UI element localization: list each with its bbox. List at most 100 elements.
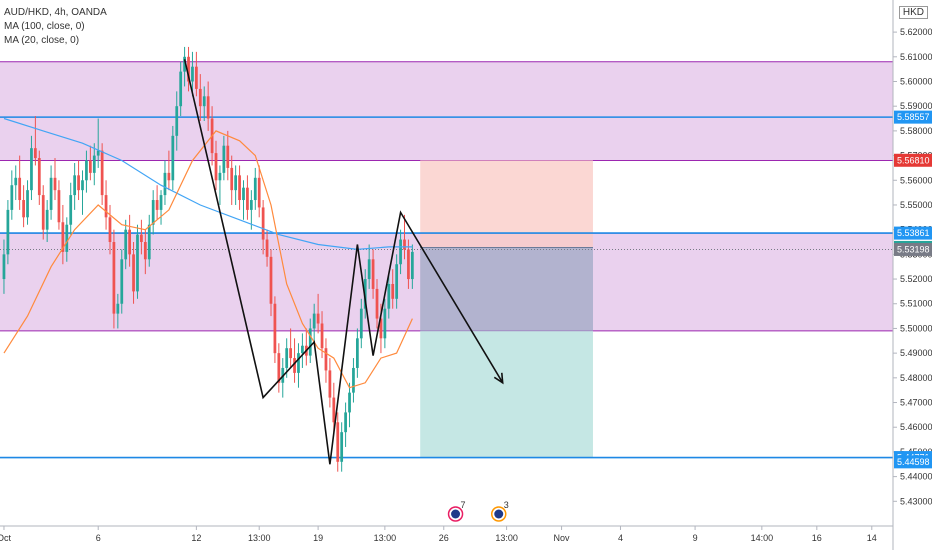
- candle: [293, 338, 296, 383]
- candle-body: [269, 256, 273, 304]
- candle: [301, 333, 304, 368]
- candle-body: [273, 303, 277, 354]
- x-tick-label: Oct: [0, 533, 11, 543]
- candle-body: [147, 224, 151, 260]
- price-tag-bg: [894, 226, 932, 240]
- candle-body: [202, 96, 206, 107]
- candle: [328, 358, 332, 408]
- candle-body: [277, 353, 281, 383]
- y-tick-label: 5.43000: [900, 496, 932, 506]
- candle-body: [312, 313, 316, 329]
- candle: [2, 239, 6, 294]
- candle: [395, 254, 399, 309]
- ma20-legend: MA (20, close, 0): [4, 35, 80, 46]
- candle: [391, 269, 395, 309]
- candle-body: [163, 172, 167, 196]
- x-tick-label: 16: [812, 533, 822, 543]
- candle: [340, 422, 344, 472]
- candle: [41, 185, 45, 240]
- candle-body: [155, 200, 159, 210]
- candle: [324, 338, 328, 383]
- candle-body: [403, 239, 406, 250]
- candle-body: [198, 88, 202, 107]
- candle: [359, 298, 363, 349]
- candle-body: [104, 195, 108, 218]
- candle: [163, 160, 167, 205]
- candle: [10, 170, 14, 220]
- x-tick-label: 14:00: [751, 533, 774, 543]
- candle: [45, 200, 49, 243]
- candle-body: [53, 177, 57, 191]
- candle-body: [191, 66, 194, 82]
- candle: [399, 229, 402, 275]
- candle-body: [49, 177, 53, 210]
- candle-body: [226, 145, 230, 168]
- candle: [61, 204, 65, 265]
- candle: [112, 229, 116, 329]
- y-tick-label: 5.46000: [900, 422, 932, 432]
- y-tick-label: 5.44000: [900, 472, 932, 482]
- candle: [289, 328, 292, 368]
- candle: [18, 155, 22, 210]
- y-tick-label: 5.55000: [900, 200, 932, 210]
- candle-body: [2, 254, 6, 280]
- candle-body: [316, 313, 320, 324]
- candle: [304, 328, 308, 366]
- candle-body: [167, 172, 171, 181]
- candle-body: [69, 195, 73, 225]
- price-tag-bg: [894, 110, 932, 124]
- candle-body: [100, 150, 104, 196]
- candle-body: [261, 207, 265, 240]
- candle-body: [399, 239, 402, 265]
- candle: [407, 239, 410, 289]
- ma100-legend: MA (100, close, 0): [4, 21, 85, 32]
- candle-body: [308, 328, 312, 356]
- price-tag-label: 5.44598: [897, 457, 930, 467]
- candle-body: [92, 155, 96, 173]
- candle-body: [88, 160, 92, 173]
- candle: [257, 165, 261, 218]
- candle-body: [73, 175, 77, 196]
- candle-body: [253, 177, 257, 201]
- candle: [151, 190, 155, 235]
- y-tick-label: 5.59000: [900, 101, 932, 111]
- symbol-info: AUD/HKD, 4h, OANDA: [4, 7, 107, 18]
- x-tick-label: 12: [191, 533, 201, 543]
- candle-body: [96, 150, 100, 156]
- candle: [336, 412, 340, 472]
- candle: [218, 165, 222, 205]
- candle-body: [238, 175, 241, 201]
- candle-body: [116, 303, 120, 314]
- candle: [128, 214, 131, 267]
- candle-body: [293, 358, 296, 373]
- candle-body: [410, 251, 414, 280]
- candle: [132, 242, 135, 304]
- candle-body: [132, 254, 135, 292]
- candle: [81, 170, 84, 215]
- candle: [230, 155, 234, 205]
- candle: [92, 143, 96, 186]
- candle-body: [22, 200, 25, 218]
- candle: [183, 46, 186, 87]
- candle: [367, 244, 371, 289]
- candle: [73, 162, 77, 210]
- y-tick-label: 5.52000: [900, 274, 932, 284]
- y-tick-label: 5.56000: [900, 175, 932, 185]
- candle-body: [65, 224, 69, 252]
- y-tick-label: 5.60000: [900, 76, 932, 86]
- candle: [57, 180, 61, 230]
- candle-body: [159, 195, 163, 210]
- price-tag-label: 5.53861: [897, 228, 930, 238]
- ma20-line: [3, 130, 413, 389]
- candle-body: [136, 234, 139, 292]
- y-tick-label: 5.48000: [900, 373, 932, 383]
- currency-tag[interactable]: HKD: [898, 6, 928, 19]
- candle-body: [218, 172, 222, 181]
- pattern-zigzag: [183, 59, 504, 465]
- candle: [273, 296, 277, 364]
- candle: [175, 91, 179, 151]
- candle-body: [61, 222, 65, 252]
- candle: [249, 190, 253, 230]
- candle-body: [320, 323, 324, 349]
